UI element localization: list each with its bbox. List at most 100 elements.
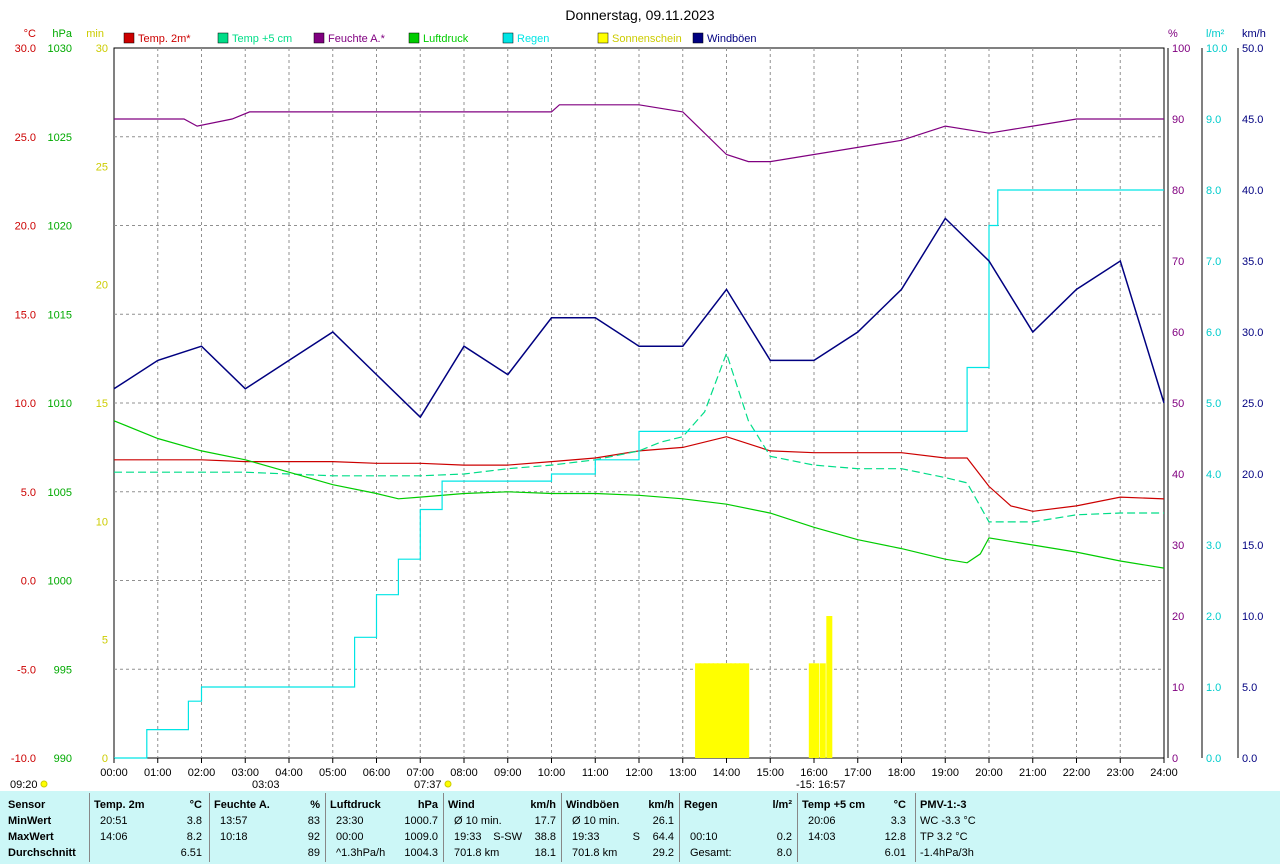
sun-axis-tick: 5 [102, 635, 108, 647]
x-tick-label: 00:00 [100, 767, 128, 779]
legend-label: Luftdruck [423, 33, 469, 45]
legend-swatch [597, 32, 609, 44]
x-tick-label: 14:00 [713, 767, 741, 779]
humidity-axis-tick: 10 [1172, 682, 1184, 694]
x-tick-label: 01:00 [144, 767, 172, 779]
x-tick-label: 02:00 [188, 767, 216, 779]
temp-axis-tick: 30.0 [15, 43, 36, 55]
stats-row-label: Durchschnitt [8, 847, 76, 859]
pressure-axis-tick: 1010 [48, 398, 72, 410]
temp-axis-tick: 15.0 [15, 309, 36, 321]
stats-separator [679, 793, 680, 862]
temp-axis-tick: 5.0 [21, 487, 36, 499]
rain-axis-tick: 6.0 [1206, 327, 1221, 339]
stats-time: 19:33 [572, 831, 600, 843]
stats-time: 14:03 [808, 831, 836, 843]
sunrise-time: 09:20 [10, 779, 38, 791]
rain-axis-tick: 2.0 [1206, 611, 1221, 623]
stats-time: 701.8 km [454, 847, 500, 859]
stats-value: 12.8 [884, 831, 906, 843]
rain-axis-tick: 4.0 [1206, 469, 1221, 481]
x-tick-label: 11:00 [582, 767, 609, 779]
stats-time: 00:10 [690, 831, 718, 843]
sun-axis-tick: 15 [96, 398, 108, 410]
legend-label: Temp. 2m* [138, 33, 191, 45]
humidity-axis-tick: 40 [1172, 469, 1184, 481]
x-tick-label: 03:00 [231, 767, 259, 779]
x-tick-label: 18:00 [888, 767, 916, 779]
wind-axis-tick: 45.0 [1242, 114, 1263, 126]
pressure-axis-tick: 990 [54, 753, 72, 765]
stats-header: Regen [684, 799, 718, 811]
rain-axis-tick: 8.0 [1206, 185, 1221, 197]
stats-time: 20:06 [808, 815, 836, 827]
stats-value: 89 [307, 847, 320, 859]
series-line-temp-2m- [114, 436, 1165, 512]
stats-value: 1004.3 [404, 847, 438, 859]
stats-value: 1009.0 [404, 831, 438, 843]
stats-unit: l/m² [772, 799, 792, 811]
chart-title: Donnerstag, 09.11.2023 [565, 7, 714, 23]
stats-header: Temp +5 cm [802, 799, 866, 811]
x-tick-label: 24:00 [1150, 767, 1178, 779]
legend-swatch [313, 32, 325, 44]
stats-value: TP 3.2 °C [920, 831, 968, 843]
pressure-axis-tick: 1000 [48, 576, 72, 588]
axes: °C 30.0 25.0 20.0 15.0 10.0 5.0 0.0 -5.0 -10.0 hPa… [11, 28, 1266, 765]
humidity-axis-tick: 70 [1172, 256, 1184, 268]
stats-time: Gesamt: [690, 847, 732, 859]
stats-value: 92 [307, 831, 320, 843]
x-tick-label: 21:00 [1019, 767, 1047, 779]
wind-axis-tick: 30.0 [1242, 327, 1263, 339]
x-tick-label: 12:00 [625, 767, 653, 779]
pressure-axis-tick: 995 [54, 664, 72, 676]
stats-value: 3.8 [186, 815, 202, 827]
wind-axis-tick: 10.0 [1242, 611, 1263, 623]
humidity-axis-tick: 80 [1172, 185, 1184, 197]
legend-label: Temp +5 cm [232, 33, 292, 45]
stats-separator [561, 793, 562, 862]
plot-area [113, 104, 1165, 759]
rain-axis-unit: l/m² [1206, 28, 1225, 40]
humidity-axis-tick: 0 [1172, 753, 1178, 765]
stats-value: 8.0 [776, 847, 792, 859]
wind-axis-tick: 35.0 [1242, 256, 1263, 268]
pressure-axis-tick: 1025 [48, 132, 72, 144]
marker-m3: -15: 16:57 [796, 779, 846, 791]
weather-chart: Donnerstag, 09.11.2023 Temp. 2m* Temp +5 … [10, 7, 1266, 791]
stats-header: Feuchte A. [214, 799, 270, 811]
sunshine-bar [695, 663, 702, 758]
pressure-axis-tick: 1020 [48, 221, 72, 233]
stats-row-label: MinWert [8, 815, 52, 827]
stats-value: 18.1 [534, 847, 556, 859]
stats-separator [443, 793, 444, 862]
x-tick-label: 08:00 [450, 767, 478, 779]
humidity-axis-tick: 60 [1172, 327, 1184, 339]
stats-value: 6.51 [180, 847, 202, 859]
stats-time: Ø 10 min. [572, 815, 620, 827]
sunshine-bar [708, 663, 715, 758]
x-tick-label: 10:00 [538, 767, 566, 779]
sunshine-bar [730, 663, 737, 758]
marker-m1: 03:03 [252, 779, 280, 791]
legend-label: Windböen [707, 33, 757, 45]
x-tick-label: 20:00 [975, 767, 1003, 779]
x-tick-label: 13:00 [669, 767, 697, 779]
series-line-feuchte-a- [114, 104, 1164, 163]
sunshine-bar [712, 663, 719, 758]
grid [113, 47, 1165, 759]
x-axis: 00:00 01:00 02:00 03:00 04:00 05:00 06:00 07:00… [10, 758, 1178, 791]
humidity-axis-tick: 20 [1172, 611, 1184, 623]
wind-axis-unit: km/h [1242, 28, 1266, 40]
stats-time: 13:57 [220, 815, 248, 827]
sunshine-bar [743, 663, 750, 758]
sunshine-bar [819, 663, 826, 758]
stats-time: 23:30 [336, 815, 364, 827]
series-line-windb-en [113, 217, 1165, 419]
stats-value: WC -3.3 °C [920, 815, 976, 827]
stats-time: 14:06 [100, 831, 128, 843]
stats-unit: % [310, 799, 320, 811]
humidity-axis-tick: 100 [1172, 43, 1190, 55]
sun-axis-unit: min [86, 28, 104, 40]
sunshine-bar [734, 663, 741, 758]
